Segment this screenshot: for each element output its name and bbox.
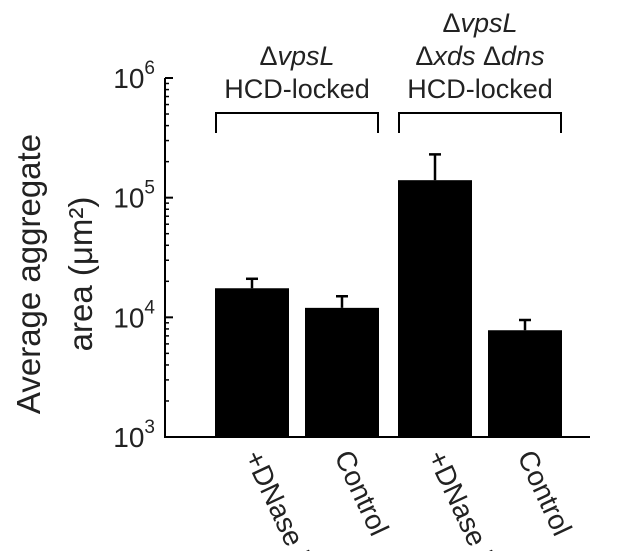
- group-label: HCD-locked: [407, 74, 553, 104]
- group-label: ΔvpsL: [442, 8, 517, 38]
- bars: [215, 153, 562, 438]
- bar: [398, 180, 472, 438]
- x-tick-label: Control: [329, 445, 395, 540]
- bar: [488, 330, 562, 437]
- x-tick-label: Control: [512, 445, 578, 540]
- bar: [215, 288, 289, 437]
- y-tick-label: 105: [113, 178, 155, 214]
- x-tick-label: +DNase I: [422, 445, 500, 551]
- x-tick-label: +DNase I: [239, 445, 317, 551]
- group-bracket: [215, 112, 379, 133]
- group-bracket: [398, 112, 562, 133]
- bar: [305, 307, 379, 437]
- group-label: Δxds Δdns: [415, 41, 544, 71]
- y-axis-label: Average aggregate area (μm²): [10, 134, 99, 414]
- y-tick-label: 106: [113, 58, 155, 94]
- y-tick-label: 103: [113, 417, 155, 453]
- group-label: ΔvpsL: [259, 41, 334, 71]
- y-tick-label: 104: [113, 297, 155, 333]
- group-label: HCD-locked: [224, 74, 370, 104]
